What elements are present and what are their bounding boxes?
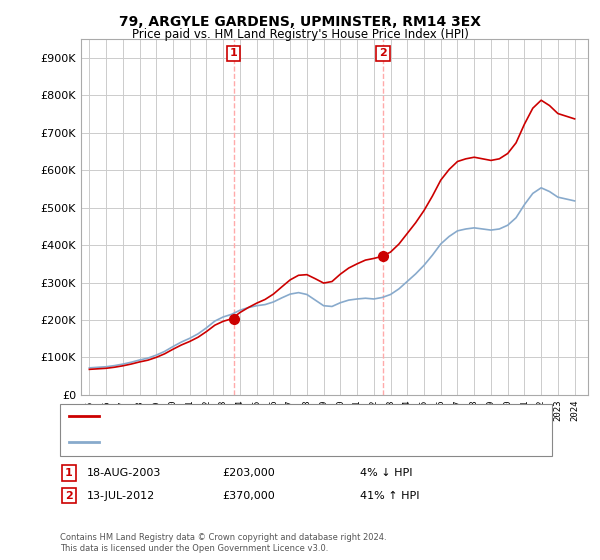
- Text: Price paid vs. HM Land Registry's House Price Index (HPI): Price paid vs. HM Land Registry's House …: [131, 28, 469, 41]
- Text: Contains HM Land Registry data © Crown copyright and database right 2024.
This d: Contains HM Land Registry data © Crown c…: [60, 533, 386, 553]
- Text: 18-AUG-2003: 18-AUG-2003: [87, 468, 161, 478]
- Text: 1: 1: [65, 468, 73, 478]
- Text: 2: 2: [65, 491, 73, 501]
- Text: £370,000: £370,000: [222, 491, 275, 501]
- Text: 1: 1: [230, 48, 238, 58]
- Text: 41% ↑ HPI: 41% ↑ HPI: [360, 491, 419, 501]
- Text: 79, ARGYLE GARDENS, UPMINSTER, RM14 3EX (semi-detached house): 79, ARGYLE GARDENS, UPMINSTER, RM14 3EX …: [105, 410, 469, 421]
- Text: 79, ARGYLE GARDENS, UPMINSTER, RM14 3EX: 79, ARGYLE GARDENS, UPMINSTER, RM14 3EX: [119, 15, 481, 29]
- Text: 4% ↓ HPI: 4% ↓ HPI: [360, 468, 413, 478]
- Text: 2: 2: [379, 48, 387, 58]
- Text: 13-JUL-2012: 13-JUL-2012: [87, 491, 155, 501]
- Text: £203,000: £203,000: [222, 468, 275, 478]
- Text: HPI: Average price, semi-detached house, Havering: HPI: Average price, semi-detached house,…: [105, 437, 374, 447]
